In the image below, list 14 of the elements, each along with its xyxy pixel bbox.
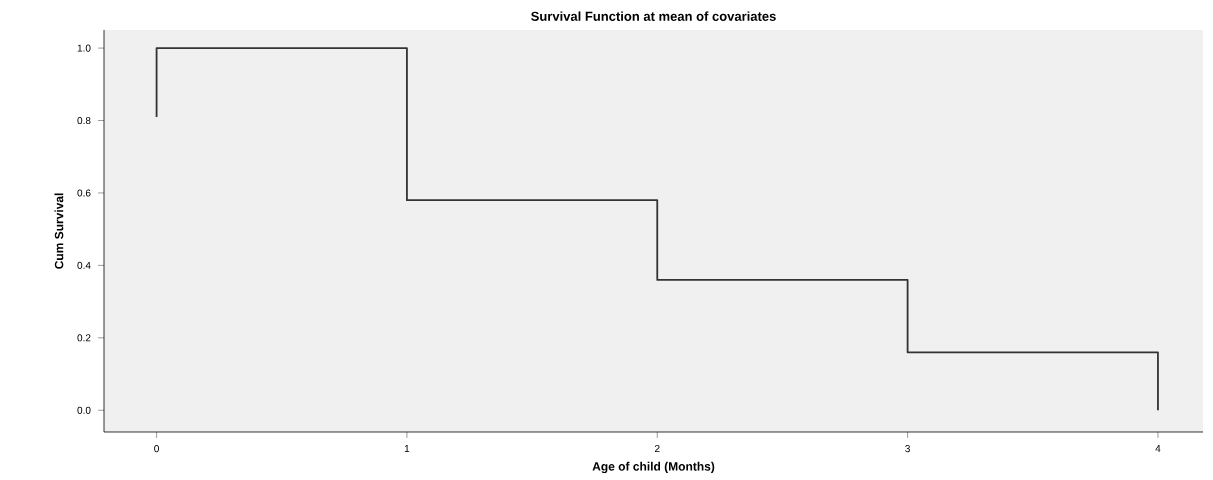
y-tick-label: 0.2 <box>77 334 91 342</box>
x-axis-title: Age of child (Months) <box>592 461 715 474</box>
x-tick-label: 2 <box>654 445 660 453</box>
y-axis-title: Cum Survival <box>54 193 64 269</box>
y-tick-label: 1.0 <box>77 44 91 52</box>
y-tick-label: 0.4 <box>77 261 91 269</box>
y-tick-label: 0.6 <box>77 189 91 197</box>
y-tick-label: 0.0 <box>77 406 91 414</box>
y-tick-label: 0.8 <box>77 116 91 125</box>
x-tick-label: 4 <box>1155 445 1161 452</box>
x-tick-label: 0 <box>154 445 159 453</box>
chart-title: Survival Function at mean of covariates <box>531 11 776 21</box>
x-tick-label: 1 <box>404 445 410 452</box>
x-tick-label: 3 <box>905 445 910 453</box>
